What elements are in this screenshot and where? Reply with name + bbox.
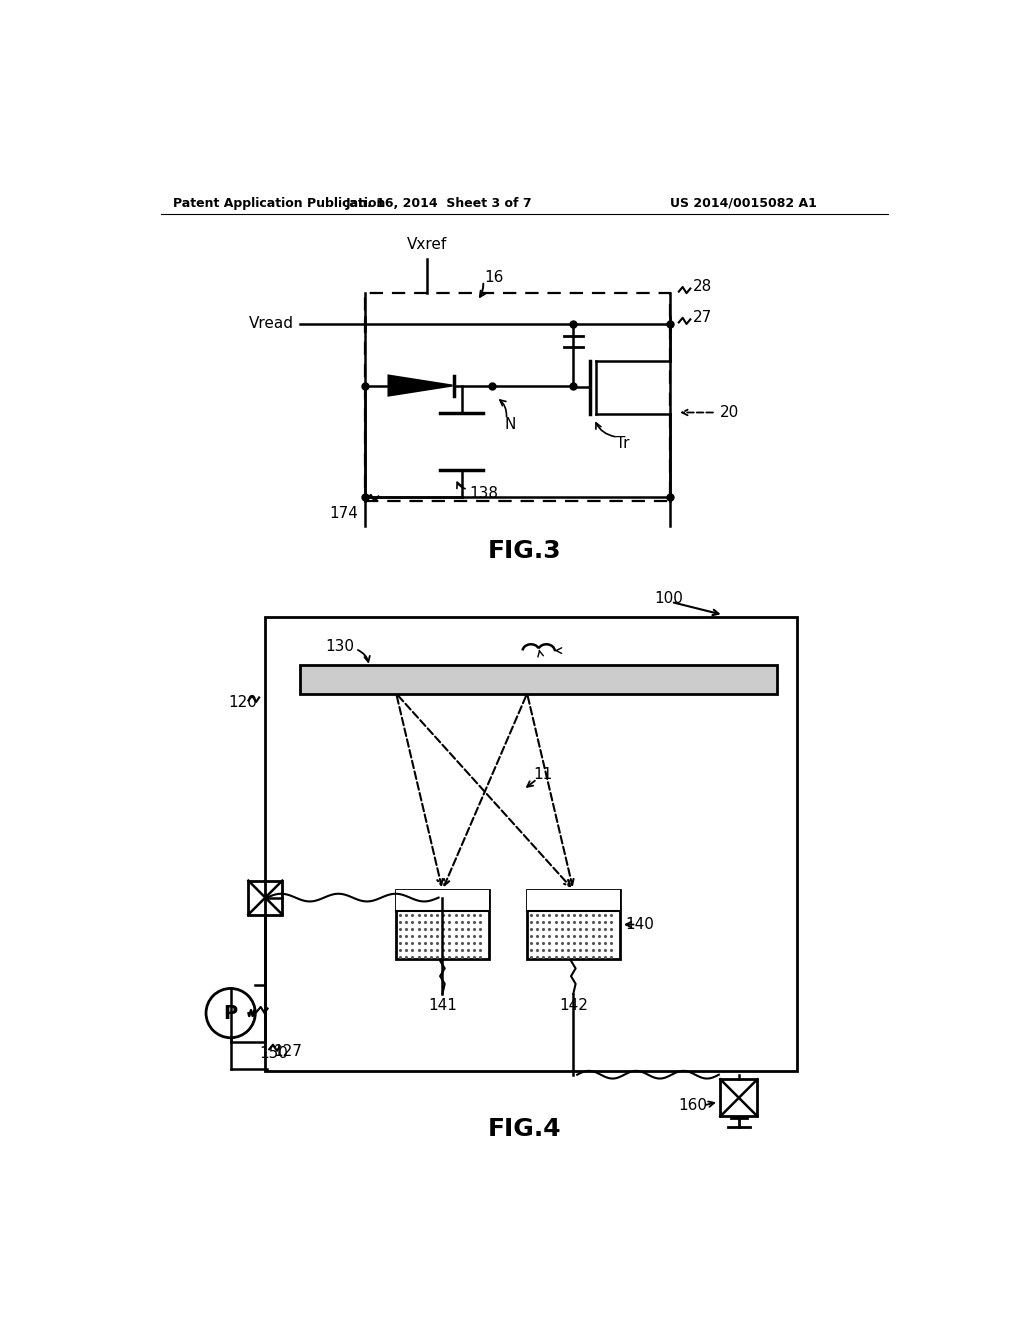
Text: Vxref: Vxref xyxy=(407,238,447,252)
Text: N: N xyxy=(504,417,515,432)
Text: 142: 142 xyxy=(559,998,588,1012)
Text: Tr: Tr xyxy=(615,436,629,451)
Text: 16: 16 xyxy=(484,271,504,285)
Text: 120: 120 xyxy=(228,694,258,710)
Text: 150: 150 xyxy=(259,1045,288,1061)
Text: 160: 160 xyxy=(678,1098,707,1113)
Text: 138: 138 xyxy=(469,486,499,500)
Text: FIG.4: FIG.4 xyxy=(488,1117,561,1140)
Text: Patent Application Publication: Patent Application Publication xyxy=(173,197,385,210)
Text: 127: 127 xyxy=(273,1044,302,1059)
FancyBboxPatch shape xyxy=(396,890,488,911)
Text: US 2014/0015082 A1: US 2014/0015082 A1 xyxy=(670,197,816,210)
Text: P: P xyxy=(223,1003,238,1023)
FancyBboxPatch shape xyxy=(300,665,777,693)
Text: 11: 11 xyxy=(532,767,552,781)
Text: Vread: Vread xyxy=(249,317,294,331)
Polygon shape xyxy=(388,376,453,396)
FancyBboxPatch shape xyxy=(527,890,620,911)
Text: 27: 27 xyxy=(692,310,712,325)
Text: 140: 140 xyxy=(626,917,654,932)
Text: FIG.3: FIG.3 xyxy=(488,539,561,564)
Text: 28: 28 xyxy=(692,280,712,294)
Text: Jan. 16, 2014  Sheet 3 of 7: Jan. 16, 2014 Sheet 3 of 7 xyxy=(345,197,531,210)
Text: 130: 130 xyxy=(325,639,354,655)
Text: 174: 174 xyxy=(329,506,357,521)
Text: 100: 100 xyxy=(654,591,683,606)
Text: 20: 20 xyxy=(720,405,739,420)
Text: 141: 141 xyxy=(428,998,457,1012)
